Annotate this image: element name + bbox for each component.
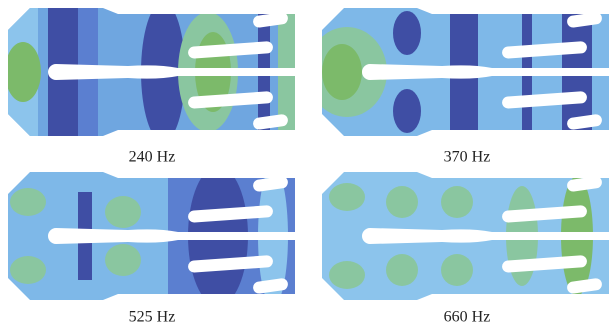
contour-plot bbox=[5, 2, 295, 142]
caption: 370 Hz bbox=[444, 149, 491, 166]
page: {"panels": [ {"caption": "240 Hz"}, {"ca… bbox=[0, 0, 611, 328]
caption: 660 Hz bbox=[444, 309, 491, 326]
contour-plot bbox=[322, 172, 609, 300]
contour-plot bbox=[307, 8, 609, 136]
contour-plot bbox=[8, 166, 295, 306]
caption: 240 Hz bbox=[129, 149, 176, 166]
caption: 525 Hz bbox=[129, 309, 176, 326]
figure: 240 Hz 370 Hz 525 Hz 660 Hz bbox=[0, 0, 611, 328]
